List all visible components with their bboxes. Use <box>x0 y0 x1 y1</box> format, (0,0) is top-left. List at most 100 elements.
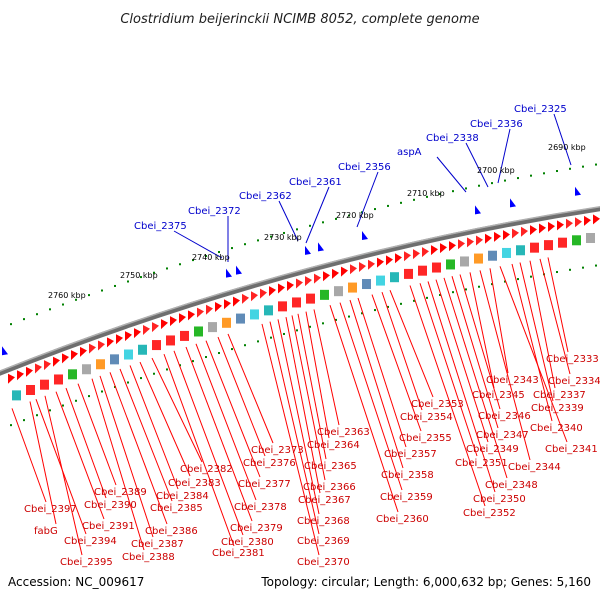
inner-tick-dot <box>231 348 233 351</box>
gene-label-inner: Cbei_2333 <box>546 354 599 365</box>
inner-tick-dot <box>218 352 220 355</box>
gene-domain-box <box>166 335 175 346</box>
forward-gene-arrow <box>449 241 456 252</box>
inner-tick-dot <box>530 275 532 278</box>
forward-gene-arrow <box>539 223 546 234</box>
outer-tick-dot <box>270 235 272 238</box>
forward-gene-arrow <box>431 245 438 256</box>
gene-label-inner: Cbei_2388 <box>122 552 175 563</box>
gene-label-inner: Cbei_2358 <box>381 470 434 481</box>
forward-gene-arrow <box>350 264 357 275</box>
forward-gene-arrow <box>188 310 195 321</box>
label-connector <box>278 200 299 242</box>
reverse-gene-arrow <box>575 186 581 196</box>
gene-domain-box <box>110 354 119 365</box>
gene-label-inner: Cbei_2383 <box>168 478 221 489</box>
inner-tick-dot <box>140 377 142 380</box>
label-connector <box>185 346 253 522</box>
kbp-label: 2700 kbp <box>477 166 515 175</box>
gene-label-outer: Cbei_2361 <box>289 177 342 188</box>
forward-gene-arrow <box>593 214 600 225</box>
gene-label-outer: Cbei_2375 <box>134 221 187 232</box>
inner-tick-dot <box>374 309 376 312</box>
gene-label-inner: Cbei_2386 <box>145 526 198 537</box>
inner-tick-dot <box>49 409 51 412</box>
outer-tick-dot <box>504 179 506 182</box>
gene-label-inner: Cbei_2365 <box>304 461 357 472</box>
label-connector <box>109 372 168 525</box>
gene-domain-box <box>236 313 245 324</box>
gene-label-inner: Cbei_2366 <box>303 482 356 493</box>
gene-label-inner: Cbei_2378 <box>234 502 287 513</box>
accession-text: Accession: NC_009617 <box>8 575 144 589</box>
label-connector <box>443 277 508 479</box>
label-connector <box>427 281 496 493</box>
gene-domain-box <box>334 286 343 297</box>
gene-domain-box <box>68 369 77 380</box>
label-connector <box>479 270 531 461</box>
outer-tick-dot <box>101 289 103 292</box>
gene-domain-box <box>138 344 147 355</box>
inner-tick-dot <box>569 268 571 271</box>
gene-domain-box <box>404 268 413 279</box>
gene-domain-box <box>40 379 49 390</box>
forward-gene-arrow <box>386 255 393 266</box>
forward-gene-arrow <box>269 286 276 297</box>
gene-domain-box <box>250 309 259 320</box>
forward-gene-arrow <box>476 235 483 246</box>
forward-gene-arrow <box>305 276 312 287</box>
forward-gene-arrow <box>260 288 267 299</box>
gene-label-outer: Cbei_2325 <box>514 104 567 115</box>
label-connector <box>305 311 330 439</box>
outer-tick-dot <box>179 263 181 266</box>
label-connector <box>409 285 486 507</box>
forward-gene-arrow <box>215 302 222 313</box>
label-connector <box>381 291 423 411</box>
inner-tick-dot <box>413 299 415 302</box>
forward-gene-arrow <box>296 278 303 289</box>
inner-tick-dot <box>153 372 155 375</box>
gene-domain-box <box>474 253 483 264</box>
inner-tick-dot <box>166 368 168 371</box>
gene-label-inner: Cbei_2351 <box>455 458 508 469</box>
gene-label-outer: Cbei_2372 <box>188 206 241 217</box>
outer-tick-dot <box>348 214 350 217</box>
kbp-label: 2690 kbp <box>548 143 586 152</box>
gene-label-inner: Cbei_2357 <box>384 449 437 460</box>
forward-gene-arrow <box>440 243 447 254</box>
label-connector <box>436 156 467 193</box>
inner-tick-dot <box>400 302 402 305</box>
kbp-label: 2740 kbp <box>192 253 230 262</box>
label-connector <box>349 299 404 469</box>
outer-tick-dot <box>23 318 25 321</box>
gene-label-inner: Cbei_2391 <box>82 521 135 532</box>
gene-label-inner: Cbei_2387 <box>131 539 184 550</box>
forward-gene-arrow <box>314 273 321 284</box>
outer-tick-dot <box>400 201 402 204</box>
tick-layer <box>10 163 597 427</box>
label-connector <box>173 350 244 536</box>
label-connector <box>313 309 340 426</box>
gene-domain-box <box>264 305 273 316</box>
outer-tick-dot <box>413 198 415 201</box>
reverse-gene-arrow <box>2 346 8 356</box>
forward-gene-arrow <box>332 268 339 279</box>
gene-domain-box <box>460 256 469 267</box>
inner-tick-dot <box>283 332 285 335</box>
reverse-gene-arrow <box>475 205 481 215</box>
label-connector <box>489 268 509 374</box>
inner-tick-dot <box>244 344 246 347</box>
gene-label-inner: Cbei_2339 <box>531 403 584 414</box>
forward-gene-arrow <box>89 343 96 354</box>
outer-tick-dot <box>49 308 51 311</box>
gene-label-inner: Cbei_2394 <box>64 536 117 547</box>
label-lines <box>11 113 572 556</box>
label-connector <box>305 186 330 244</box>
label-connector <box>29 401 57 525</box>
forward-gene-arrow <box>44 360 51 371</box>
gene-label-inner: Cbei_2369 <box>297 536 350 547</box>
inner-tick-dot <box>88 395 90 398</box>
reverse-gene-arrow <box>362 231 368 241</box>
label-connector <box>119 368 173 502</box>
